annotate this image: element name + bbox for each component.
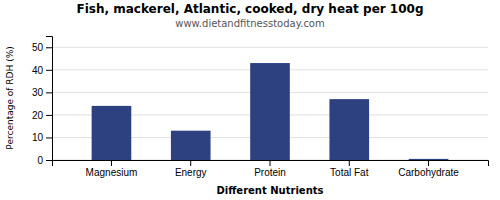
x-axis: Magnesium Energy Protein Total Fat Carbohydr…: [53, 160, 489, 178]
x-tick-label: Protein: [254, 167, 286, 178]
x-tick-label: Energy: [175, 167, 207, 178]
bar: [409, 159, 449, 160]
y-tick: 30: [32, 87, 52, 98]
y-tick-mark: [46, 137, 52, 138]
grid: [52, 47, 488, 160]
x-tick-mark: [111, 160, 112, 166]
y-axis-title: Percentage of RDH (%): [5, 46, 15, 149]
x-axis-line: [53, 161, 489, 167]
y-tick: 20: [32, 110, 52, 121]
x-tick-mark: [428, 160, 429, 166]
x-tick-mark: [349, 160, 350, 166]
grid-line: [52, 47, 488, 48]
y-tick-label: 0: [37, 155, 43, 166]
x-tick: Energy: [175, 160, 207, 178]
title: Fish, mackerel, Atlantic, cooked, dry he…: [76, 2, 423, 16]
x-tick-label: Total Fat: [330, 167, 369, 178]
y-tick-label: 10: [32, 132, 44, 143]
y-tick: 50: [32, 42, 52, 53]
bar: [171, 131, 211, 160]
x-tick-label: Magnesium: [86, 167, 138, 178]
y-axis: 0 10 20 30 40 50: [32, 37, 53, 166]
x-tick: Carbohydrate: [398, 160, 459, 178]
bars: [92, 63, 449, 160]
y-tick-label: 30: [32, 87, 44, 98]
x-axis-title: Different Nutrients: [217, 185, 324, 196]
y-tick-mark: [46, 92, 52, 93]
y-tick: 0: [37, 155, 52, 166]
bar: [250, 63, 290, 160]
y-tick-label: 40: [32, 65, 44, 76]
y-tick-label: 20: [32, 110, 44, 121]
y-tick: 10: [32, 132, 52, 143]
y-tick-label: 50: [32, 42, 44, 53]
y-axis-line: [46, 37, 53, 161]
plot: 0 10 20 30 40 50 Magnesium Energy Protein Total F…: [32, 37, 489, 179]
bar: [92, 106, 132, 160]
x-tick: Protein: [254, 160, 286, 178]
x-tick-mark: [190, 160, 191, 166]
y-tick: 40: [32, 65, 52, 76]
x-tick-mark: [270, 160, 271, 166]
subtitle: www.dietandfitnesstoday.com: [175, 18, 324, 29]
x-tick: Total Fat: [330, 160, 369, 178]
y-tick-mark: [46, 160, 52, 161]
y-tick-mark: [46, 115, 52, 116]
y-tick-mark: [46, 70, 52, 71]
chart: Fish, mackerel, Atlantic, cooked, dry he…: [0, 0, 500, 200]
x-tick-label: Carbohydrate: [398, 167, 459, 178]
bar: [329, 99, 369, 160]
y-tick-mark: [46, 47, 52, 48]
x-tick: Magnesium: [86, 160, 138, 178]
